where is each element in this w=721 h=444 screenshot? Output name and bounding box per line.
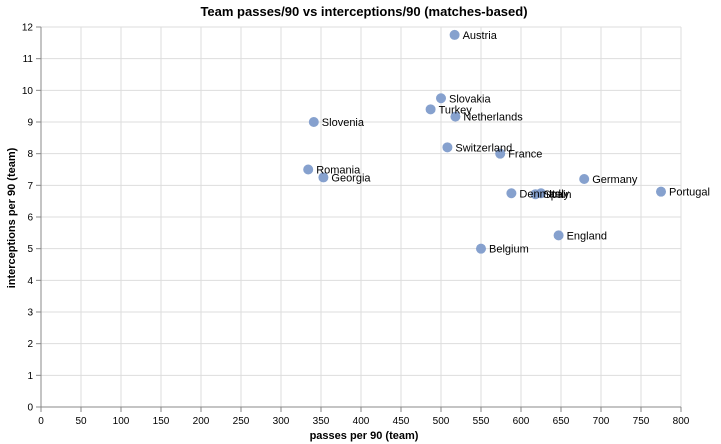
x-tick-label: 800	[673, 416, 690, 427]
y-tick-label: 8	[27, 149, 33, 160]
y-tick-label: 10	[22, 86, 34, 97]
data-point	[656, 186, 666, 197]
y-tick-label: 3	[27, 308, 33, 319]
y-tick-label: 9	[27, 118, 33, 129]
y-tick-label: 4	[27, 276, 33, 287]
x-tick-label: 450	[393, 416, 410, 427]
y-axis-title: interceptions per 90 (team)	[6, 147, 18, 288]
x-tick-label: 0	[38, 416, 44, 427]
x-tick-label: 650	[553, 416, 570, 427]
point-label: England	[567, 230, 607, 242]
y-tick-label: 12	[22, 23, 34, 34]
y-tick-label: 2	[27, 339, 33, 350]
y-tick-label: 0	[27, 403, 33, 414]
point-label: Belgium	[489, 244, 529, 256]
point-label: Germany	[592, 174, 638, 186]
point-label: Spain	[543, 189, 571, 201]
y-tick-label: 1	[27, 371, 33, 382]
data-point	[442, 142, 453, 153]
data-point	[449, 29, 460, 40]
data-point	[303, 164, 314, 175]
chart-title: Team passes/90 vs interceptions/90 (matc…	[200, 4, 527, 19]
x-axis-title: passes per 90 (team)	[310, 430, 419, 442]
point-label: Slovakia	[449, 93, 491, 105]
data-point	[579, 174, 590, 184]
data-point	[476, 243, 486, 254]
point-label: Denmark	[519, 188, 564, 200]
x-tick-label: 600	[513, 416, 530, 427]
x-tick-label: 700	[593, 416, 610, 427]
x-tick-label: 750	[633, 416, 650, 427]
x-tick-label: 100	[113, 416, 130, 427]
y-tick-label: 6	[27, 213, 33, 224]
data-point	[318, 172, 329, 183]
x-tick-label: 300	[273, 416, 290, 427]
point-label: Portugal	[669, 187, 710, 199]
point-label: Slovenia	[322, 117, 365, 129]
x-tick-label: 400	[353, 416, 370, 427]
y-tick-label: 7	[27, 181, 33, 192]
data-point	[436, 93, 446, 104]
point-label: Turkey	[439, 104, 473, 116]
x-tick-label: 200	[193, 416, 210, 427]
point-label: Austria	[463, 30, 498, 42]
data-point	[495, 148, 506, 159]
point-label: Romania	[316, 165, 361, 177]
grid	[40, 26, 682, 408]
data-points	[303, 29, 666, 254]
point-label: Switzerland	[455, 142, 512, 154]
data-point	[553, 230, 564, 241]
x-tick-label: 350	[313, 416, 330, 427]
axes: 0 50 100 150 200 250 300 350 400 450 500 550 600 650 7…	[22, 23, 690, 428]
data-point	[506, 188, 517, 199]
y-tick-label: 11	[23, 54, 34, 65]
y-tick-label: 5	[27, 244, 33, 255]
x-tick-label: 50	[75, 416, 87, 427]
point-label: Georgia	[331, 172, 371, 184]
point-label: France	[508, 149, 542, 161]
x-tick-label: 250	[233, 416, 250, 427]
x-tick-label: 150	[153, 416, 170, 427]
point-label: Netherlands	[463, 112, 523, 124]
x-tick-label: 550	[473, 416, 490, 427]
point-label: Italy	[549, 188, 570, 200]
data-point	[530, 189, 541, 200]
data-point	[425, 104, 436, 115]
data-point	[450, 111, 461, 122]
data-point	[308, 117, 319, 127]
x-tick-label: 500	[433, 416, 450, 427]
